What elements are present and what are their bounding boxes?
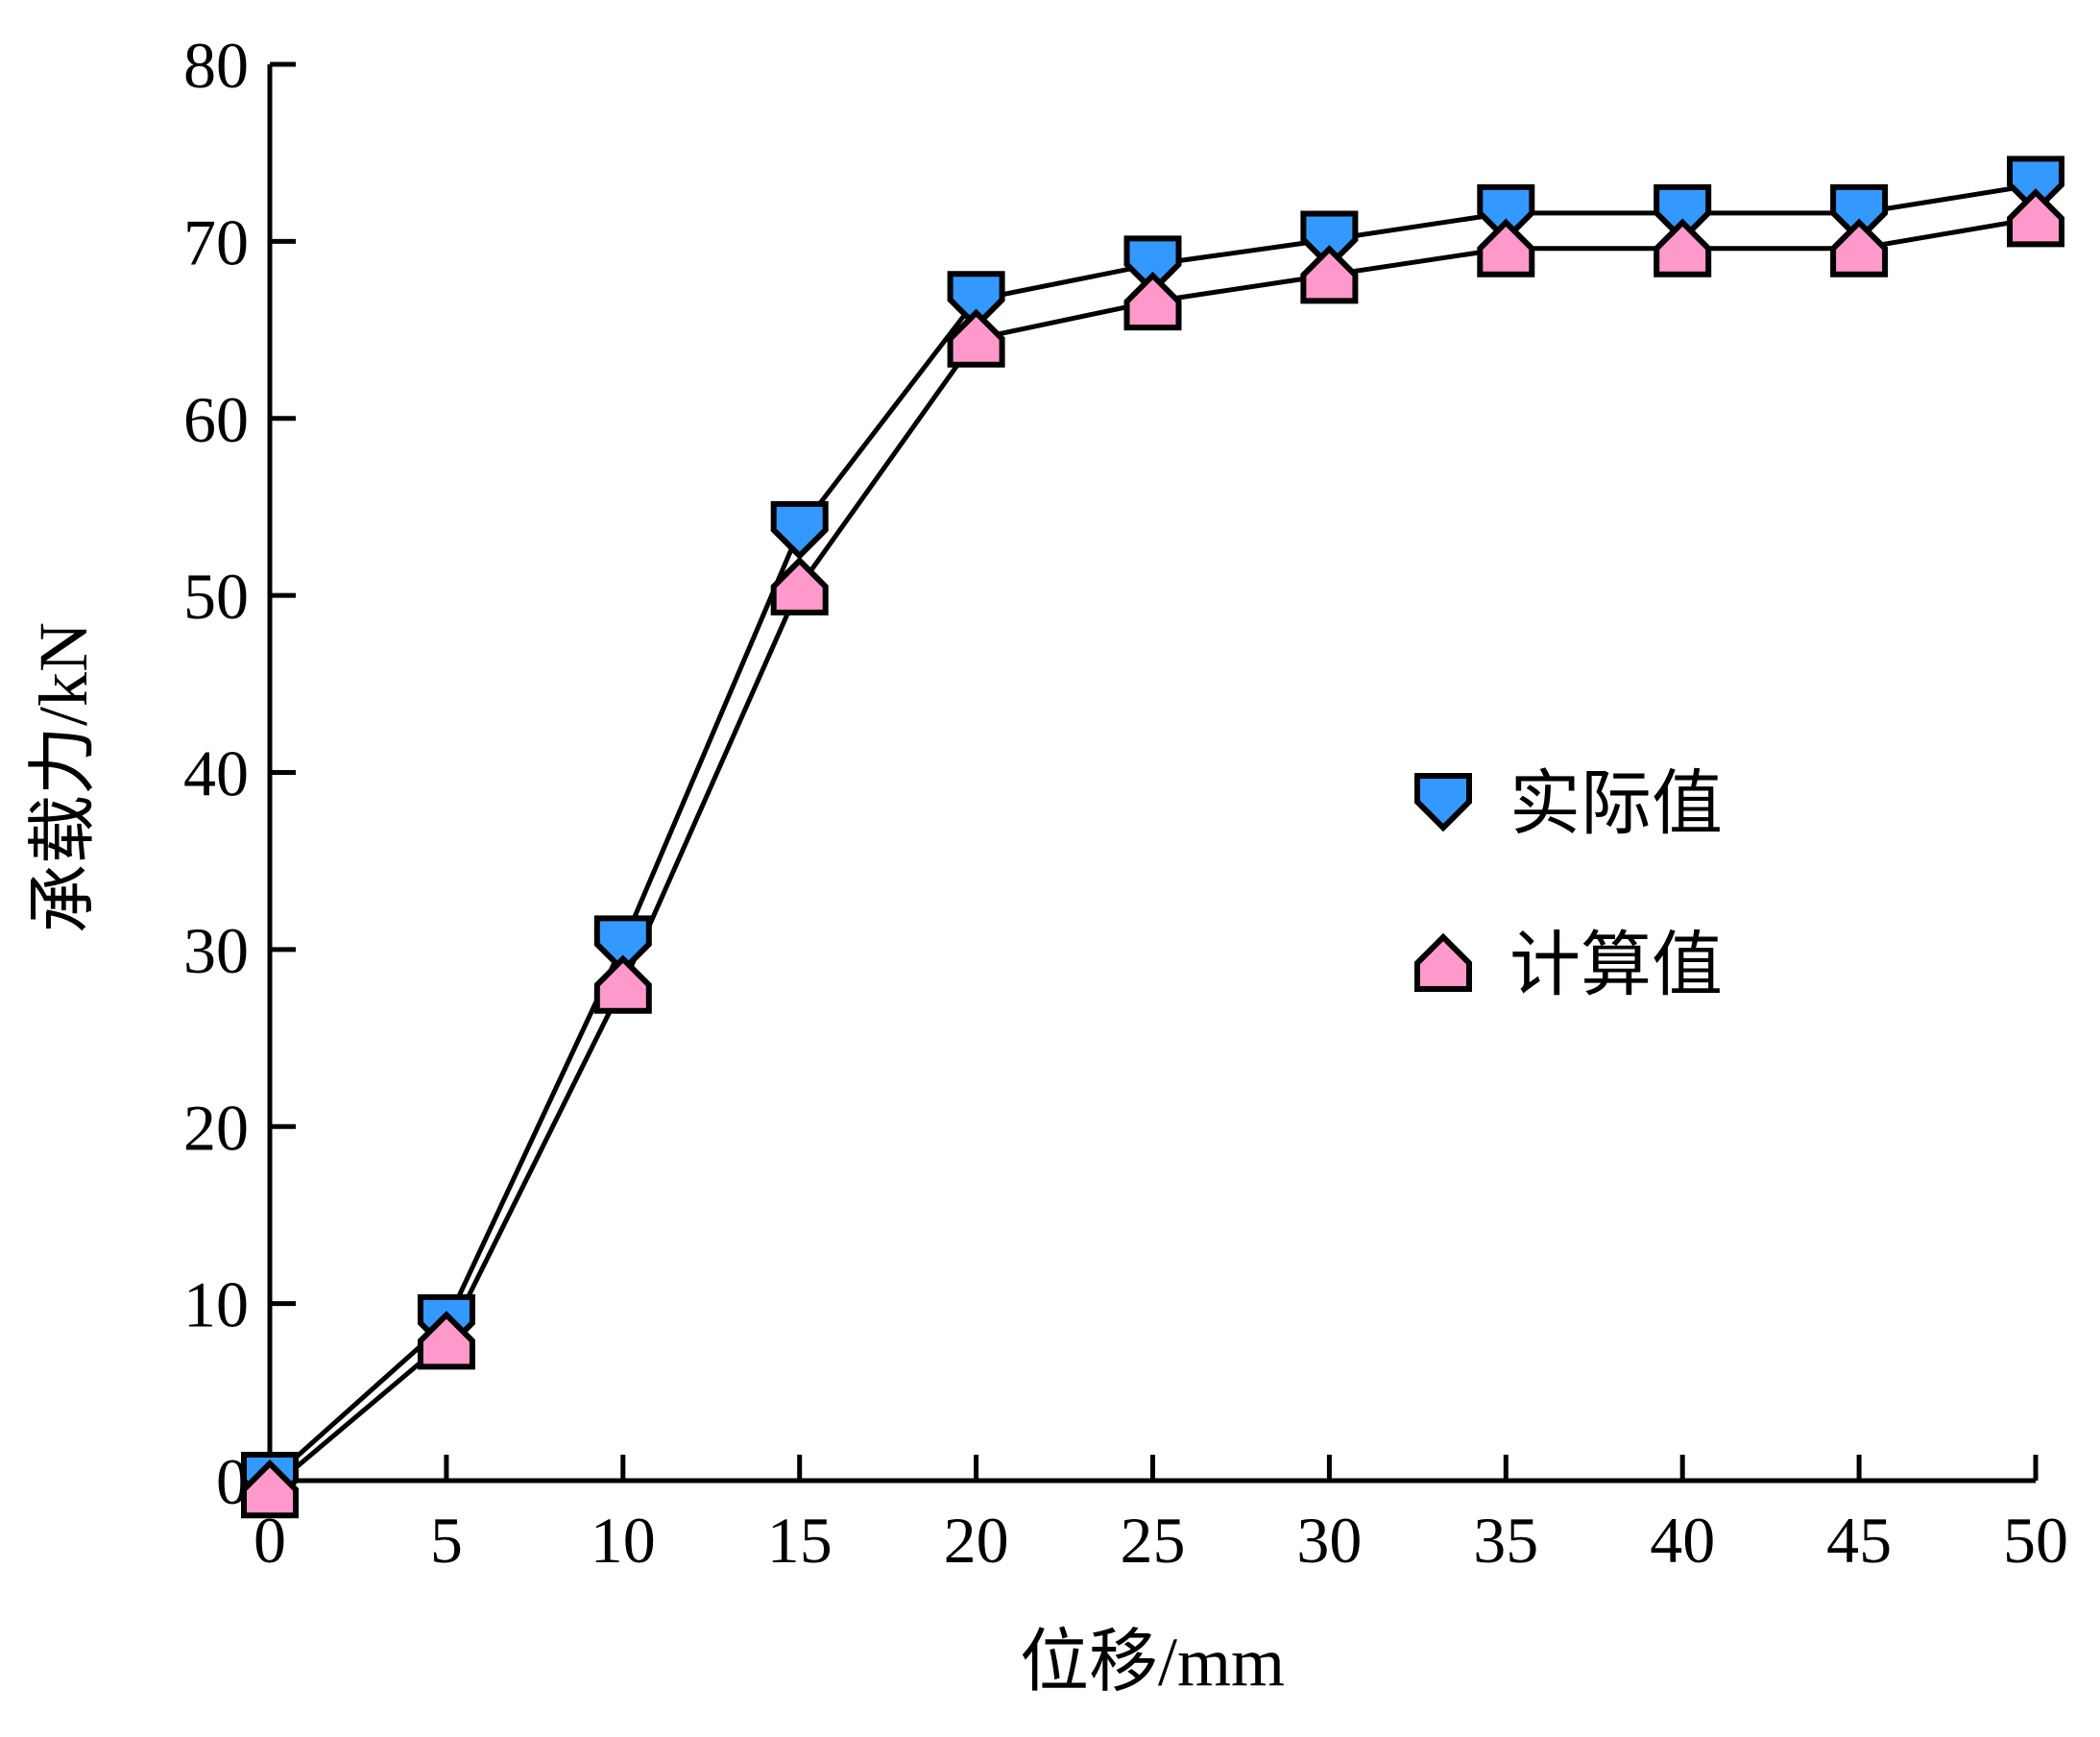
data-point — [1300, 210, 1359, 270]
series-line-1 — [268, 215, 2037, 1492]
data-point — [1830, 183, 1889, 244]
data-point — [1653, 218, 1712, 277]
x-tick-label: 45 — [1826, 1504, 1892, 1577]
x-tick-label: 20 — [944, 1504, 1009, 1577]
x-tick-label: 25 — [1121, 1504, 1186, 1577]
series-line-0 — [268, 181, 2037, 1483]
legend-label: 计算值 — [1509, 927, 1723, 1005]
data-point — [1123, 271, 1182, 331]
data-point — [2007, 156, 2064, 215]
data-point — [417, 1311, 475, 1370]
x-tick-label: 10 — [591, 1504, 656, 1577]
y-tick-label: 80 — [183, 29, 249, 102]
data-point — [947, 271, 1005, 330]
data-point — [1830, 218, 1889, 277]
data-point — [770, 556, 829, 615]
data-point — [770, 500, 829, 561]
x-tick-label: 40 — [1650, 1504, 1715, 1577]
y-tick-label: 40 — [183, 737, 249, 810]
data-point — [1477, 183, 1535, 244]
data-point — [593, 915, 652, 975]
x-tick-label: 5 — [430, 1504, 463, 1577]
data-point — [241, 1459, 299, 1519]
x-axis-label: 位移/mm — [1020, 1624, 1285, 1701]
legend-marker — [1414, 932, 1472, 992]
y-axis-label: 承载力/kN — [25, 622, 102, 933]
legend-label: 实际值 — [1509, 765, 1723, 844]
data-point — [593, 954, 652, 1014]
data-point — [1123, 235, 1182, 295]
y-tick-label: 70 — [183, 205, 249, 278]
y-tick-label: 20 — [183, 1091, 249, 1164]
y-tick-label: 10 — [183, 1268, 249, 1341]
data-point — [947, 308, 1005, 368]
x-tick-label: 15 — [767, 1504, 833, 1577]
y-tick-label: 50 — [183, 560, 249, 633]
legend-marker — [1414, 773, 1472, 832]
data-point — [1653, 183, 1712, 244]
data-point — [1477, 218, 1535, 277]
y-tick-label: 60 — [183, 383, 249, 456]
x-tick-label: 35 — [1473, 1504, 1538, 1577]
y-tick-label: 30 — [183, 914, 249, 987]
series-markers — [241, 156, 2064, 1519]
data-point — [2007, 188, 2064, 248]
x-tick-label: 50 — [2003, 1504, 2068, 1577]
data-point — [1300, 245, 1359, 304]
series-lines — [268, 181, 2037, 1492]
x-tick-label: 30 — [1296, 1504, 1362, 1577]
